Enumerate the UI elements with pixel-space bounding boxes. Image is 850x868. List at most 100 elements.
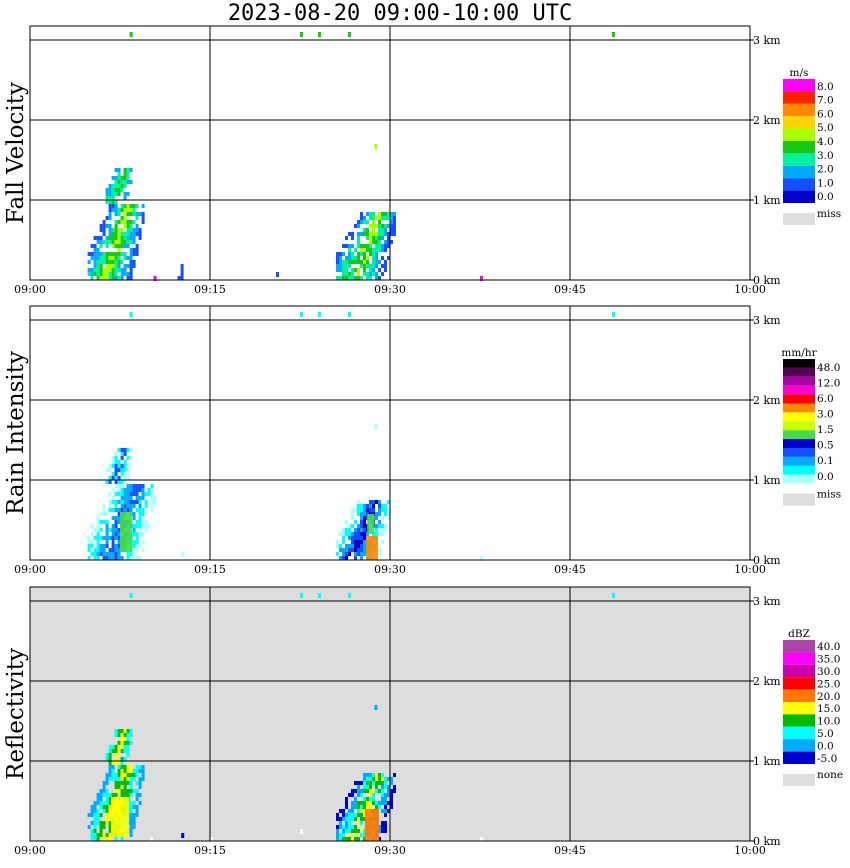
echo-pixel [372,264,375,268]
legend-label: 0.1 [817,455,834,467]
echo-pixel [126,272,130,276]
echo-pixel [114,220,118,224]
echo-pixel [108,268,112,272]
echo-pixel [357,785,360,789]
echo-pixel [99,801,103,805]
echo-pixel [378,552,381,556]
echo-pixel [357,512,360,516]
echo-pixel [117,232,121,236]
echo-pixel [384,793,387,797]
echo-pixel [120,468,124,472]
echo-pixel [126,228,130,232]
echo-pixel [363,272,366,276]
echo-pixel [105,216,109,220]
echo-pixel [372,504,375,508]
echo-pixel [360,801,363,805]
echo-pixel [102,220,106,224]
echo-pixel [351,809,354,813]
echo-pixel [363,781,366,785]
echo-pixel [384,821,387,825]
echo-pixel [339,825,342,829]
echo-pixel [126,172,130,176]
legend-missing-label: miss [817,489,841,501]
echo-pixel [360,781,363,785]
echo-pixel [123,492,127,496]
echo-pixel [99,797,103,801]
echo-pixel [108,793,112,797]
echo-pixel [96,240,100,244]
echo-pixel [117,508,121,512]
echo-pixel [138,212,142,216]
echo-pixel [117,208,121,212]
echo-pixel [363,516,366,520]
echo-pixel [378,801,381,805]
echo-pixel [93,809,97,813]
echo-pixel [345,236,348,240]
echo-pixel [378,500,381,504]
x-tick-label: 09:15 [194,563,226,576]
echo-pixel [96,833,100,837]
echo-pixel [381,821,384,825]
echo-pixel [360,248,363,252]
echo-pixel [93,825,97,829]
echo-pixel [351,837,354,841]
echo-pixel [384,825,387,829]
echo-pixel [141,540,145,544]
echo-pixel [111,773,115,777]
echo-pixel [114,536,118,540]
echo-pixel [117,516,121,520]
echo-pixel [360,536,363,540]
echo-pixel [150,504,154,508]
echo-pixel [99,244,103,248]
legend-swatch [783,640,815,653]
echo-pixel [108,476,112,480]
echo-pixel [120,757,124,761]
echo-pixel [348,821,351,825]
echo-pixel [132,516,136,520]
echo-pixel [90,833,94,837]
echo-pixel [144,528,148,532]
echo-pixel [336,829,339,833]
y-tick-label: 0 km [753,554,781,567]
echo-pixel [180,272,184,276]
echo-pixel [381,256,384,260]
echo-pixel [381,228,384,232]
echo-pixel [378,520,381,524]
echo-pixel [138,785,142,789]
echo-pixel [369,793,372,797]
echo-pixel [384,268,387,272]
echo-pixel [108,745,112,749]
echo-pixel [357,504,360,508]
echo-pixel [144,524,148,528]
echo-pixel [123,745,127,749]
echo-pixel [369,232,372,236]
echo-pixel [348,813,351,817]
echo-pixel [111,532,115,536]
echo-pixel [117,536,121,540]
echo-pixel [99,548,103,552]
echo-pixel [357,524,360,528]
echo-pixel [126,176,130,180]
echo-pixel [147,488,151,492]
echo-pixel [123,488,127,492]
echo-pixel [114,552,118,556]
echo-speck [300,312,303,317]
echo-pixel [99,264,103,268]
echo-pixel [117,236,121,240]
echo-pixel [117,556,121,560]
echo-pixel [114,508,118,512]
echo-pixel [123,208,127,212]
echo-pixel [135,248,139,252]
echo-pixel [117,552,121,556]
echo-pixel [126,733,130,737]
echo-pixel [360,829,363,833]
echo-pixel [369,264,372,268]
echo-pixel [114,757,118,761]
echo-pixel [384,240,387,244]
echo-pixel [129,809,133,813]
echo-pixel [375,789,378,793]
echo-pixel [126,793,130,797]
echo-pixel [342,536,345,540]
echo-pixel [117,240,121,244]
echo-pixel [345,821,348,825]
